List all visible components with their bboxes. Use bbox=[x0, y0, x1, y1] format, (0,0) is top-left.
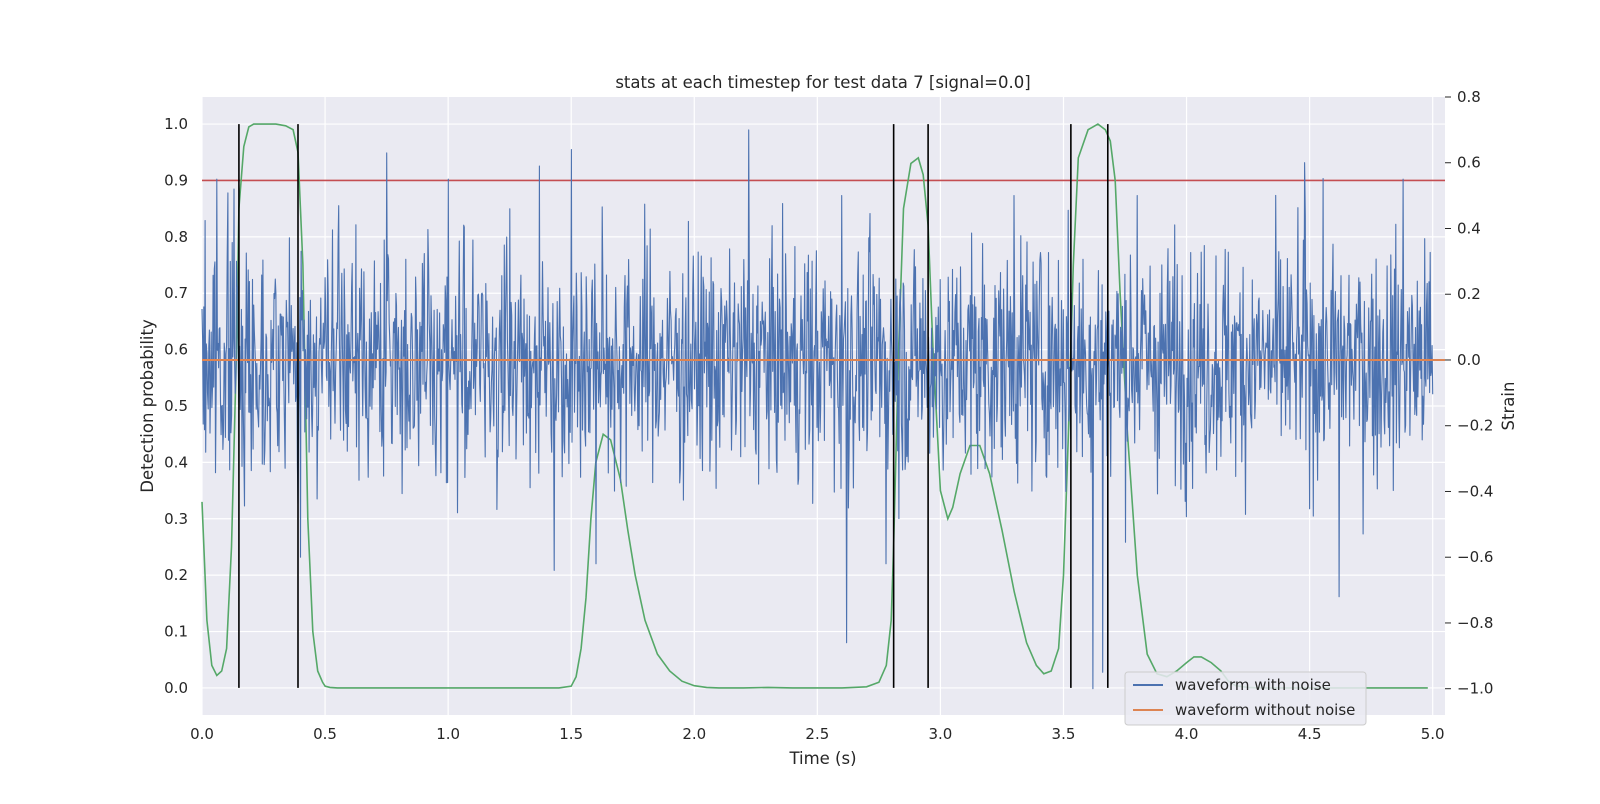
x-tick-label: 1.5 bbox=[559, 725, 583, 743]
x-tick-label: 2.0 bbox=[682, 725, 706, 743]
y2-tick-label: 0.8 bbox=[1457, 88, 1481, 106]
waveform-with-noise-line bbox=[201, 129, 1434, 690]
x-tick-label: 2.5 bbox=[805, 725, 829, 743]
x-tick-label: 3.5 bbox=[1052, 725, 1076, 743]
legend-label-waveform-without-noise: waveform without noise bbox=[1175, 701, 1355, 719]
y-axis-title: Detection probability bbox=[138, 319, 157, 493]
chart-title: stats at each timestep for test data 7 [… bbox=[615, 73, 1030, 92]
y-tick-label: 0.7 bbox=[164, 284, 188, 302]
legend-label-waveform-with-noise: waveform with noise bbox=[1175, 676, 1331, 694]
x-axis: 0.0 0.5 1.0 1.5 2.0 2.5 3.0 3.5 4.0 4.5 5.0 bbox=[190, 725, 1445, 743]
y2-tick-label: 0.6 bbox=[1457, 154, 1481, 172]
y-tick-label: 0.4 bbox=[164, 453, 188, 471]
y-tick-label: 0.8 bbox=[164, 228, 188, 246]
y-tick-label: 0.5 bbox=[164, 397, 188, 415]
y-tick-label: 0.1 bbox=[164, 623, 188, 641]
y-tick-label: 0.2 bbox=[164, 566, 188, 584]
y-tick-label: 0.0 bbox=[164, 679, 188, 697]
x-tick-label: 1.0 bbox=[436, 725, 460, 743]
y2-tick-label: 0.2 bbox=[1457, 285, 1481, 303]
y-tick-label: 0.6 bbox=[164, 341, 188, 359]
y2-tick-label: −0.6 bbox=[1457, 548, 1493, 566]
y-tick-label: 0.3 bbox=[164, 510, 188, 528]
y-axis-left: 0.0 0.1 0.2 0.3 0.4 0.5 0.6 0.7 0.8 0.9 1.0 bbox=[164, 115, 188, 697]
x-tick-label: 0.5 bbox=[313, 725, 337, 743]
y2-tick-label: −1.0 bbox=[1457, 680, 1493, 698]
legend: waveform with noise waveform without noi… bbox=[1124, 671, 1367, 726]
x-tick-label: 4.0 bbox=[1175, 725, 1199, 743]
series-layer bbox=[201, 123, 1445, 690]
y-axis-right: −1.0 −0.8 −0.6 −0.4 −0.2 0.0 0.2 0.4 0.6 0.8 bbox=[1445, 88, 1493, 698]
y2-tick-label: −0.2 bbox=[1457, 417, 1493, 435]
y2-axis-title: Strain bbox=[1499, 382, 1518, 431]
y2-tick-label: 0.0 bbox=[1457, 351, 1481, 369]
y2-tick-label: −0.4 bbox=[1457, 482, 1493, 500]
x-tick-label: 4.5 bbox=[1298, 725, 1322, 743]
y-tick-label: 0.9 bbox=[164, 171, 188, 189]
x-tick-label: 3.0 bbox=[928, 725, 952, 743]
y2-tick-label: 0.4 bbox=[1457, 219, 1481, 237]
x-tick-label: 5.0 bbox=[1421, 725, 1445, 743]
x-tick-label: 0.0 bbox=[190, 725, 214, 743]
y2-tick-label: −0.8 bbox=[1457, 614, 1493, 632]
x-axis-title: Time (s) bbox=[788, 749, 856, 768]
legend-box bbox=[1124, 671, 1367, 726]
y-tick-label: 1.0 bbox=[164, 115, 188, 133]
